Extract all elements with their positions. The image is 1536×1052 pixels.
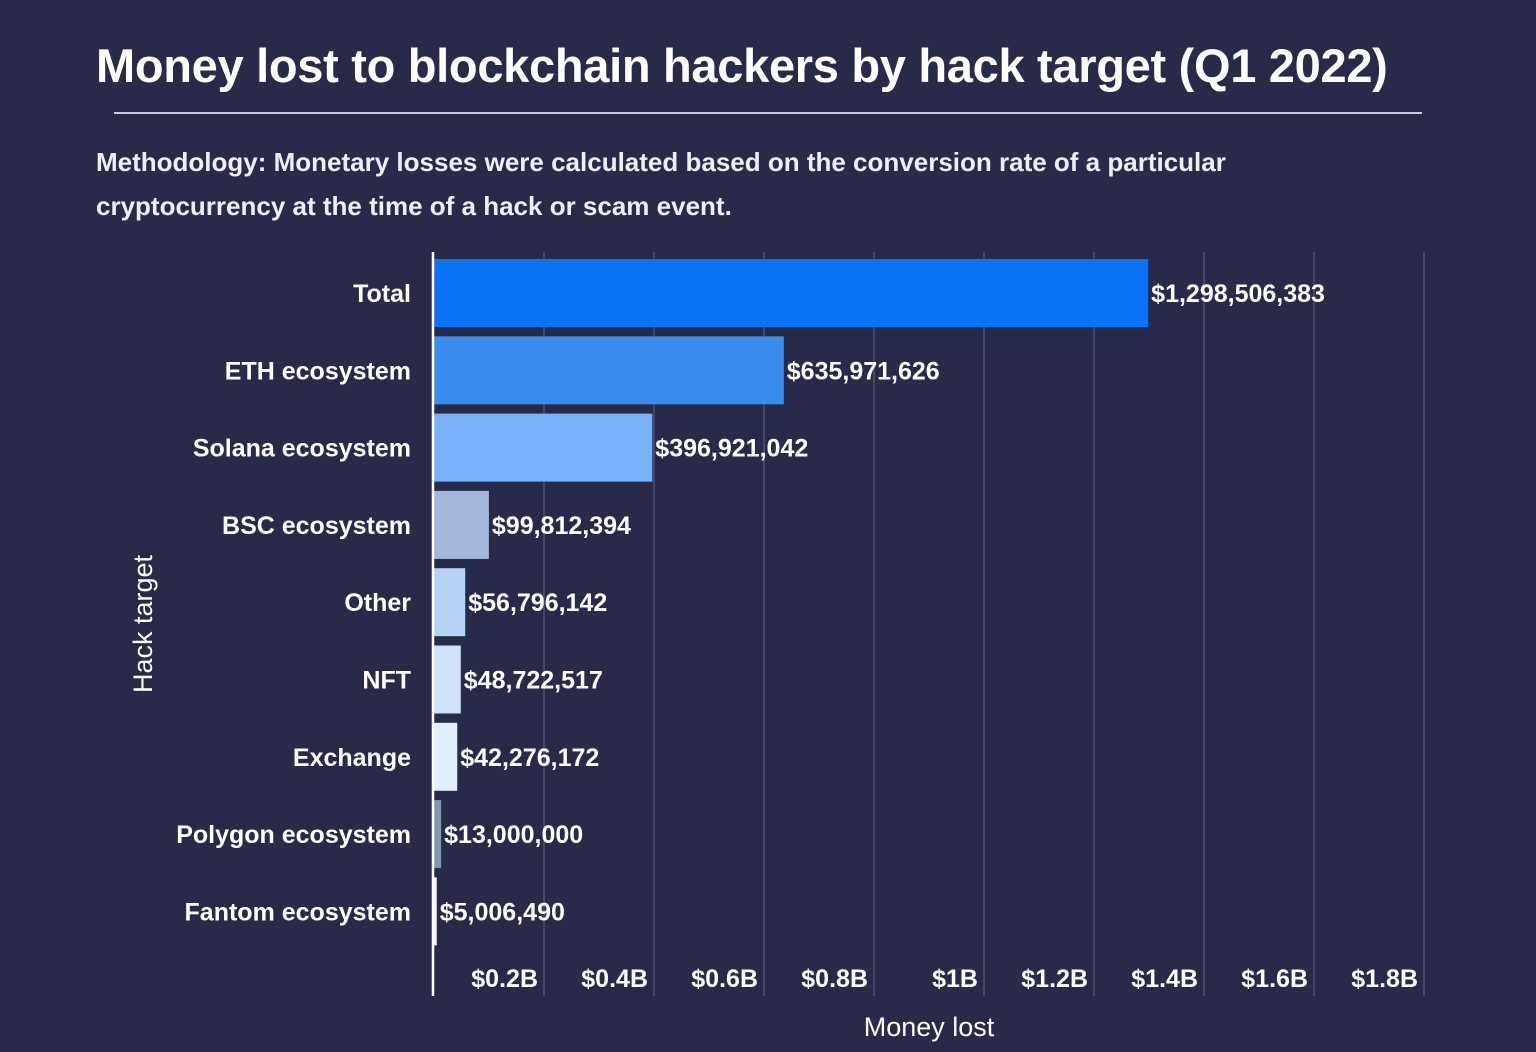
x-tick-label: $0.4B [581,965,648,993]
category-label: ETH ecosystem [225,357,411,385]
x-tick-label: $1B [932,965,978,993]
category-label: Fantom ecosystem [185,898,411,926]
gridlines [543,252,1425,996]
bar [434,568,466,637]
x-tick-label: $1.2B [1021,965,1088,993]
value-labels: $1,298,506,383 $635,971,626 $396,921,042 $9… [440,280,1325,926]
bar [434,490,489,559]
y-axis-title: Hack target [128,554,158,693]
value-label: $42,276,172 [460,744,599,772]
bar [434,645,461,714]
category-label: Solana ecosystem [193,435,411,463]
x-tick-label: $1.4B [1131,965,1198,993]
category-label: Other [344,589,411,617]
bar [434,413,653,482]
x-tick-label: $0.2B [471,965,538,993]
value-label: $99,812,394 [492,512,631,540]
x-tick-label: $1.8B [1351,965,1418,993]
value-label: $13,000,000 [444,821,583,849]
title-divider [114,112,1422,114]
x-axis-title: Money lost [864,1012,995,1042]
bar [434,336,784,405]
category-labels: Total ETH ecosystem Solana ecosystem BSC ec… [176,280,411,926]
bar [434,259,1149,327]
category-label: BSC ecosystem [222,512,411,540]
category-label: Exchange [293,744,411,772]
category-label: Polygon ecosystem [176,821,411,849]
value-label: $56,796,142 [468,589,607,617]
value-label: $1,298,506,383 [1151,280,1325,308]
value-label: $635,971,626 [787,357,940,385]
value-label: $48,722,517 [464,667,603,695]
x-tick-label: $0.6B [691,965,758,993]
category-label: Total [353,280,411,308]
value-label: $396,921,042 [655,435,808,463]
x-tick-labels: $0.2B $0.4B $0.6B $0.8B $1B $1.2B $1.4B $1.6B $1… [471,965,1418,993]
category-label: NFT [362,667,411,695]
bars [434,259,1149,946]
value-label: $5,006,490 [440,898,565,926]
bar [434,722,458,791]
x-tick-label: $0.8B [801,965,868,993]
chart-title: Money lost to blockchain hackers by hack… [96,39,1388,92]
bar [434,800,442,869]
x-tick-label: $1.6B [1241,965,1308,993]
chart-subtitle: Methodology: Monetary losses were calcul… [96,147,1226,221]
bar [434,877,437,946]
